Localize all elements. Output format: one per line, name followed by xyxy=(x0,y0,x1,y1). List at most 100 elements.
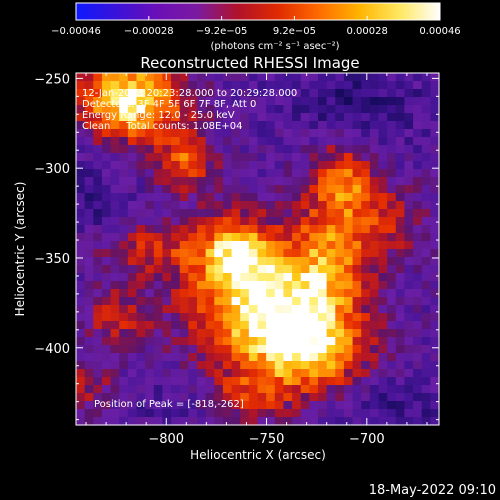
heatmap-cell xyxy=(188,241,198,250)
heatmap-cell xyxy=(404,241,414,250)
heatmap-cell xyxy=(352,73,362,82)
heatmap-cell xyxy=(171,193,181,202)
heatmap-cell xyxy=(378,233,388,242)
heatmap-cell xyxy=(153,153,164,162)
heatmap-cell xyxy=(171,105,181,114)
heatmap-cell xyxy=(248,417,259,426)
heatmap-cell xyxy=(101,305,112,314)
heatmap-cell xyxy=(309,225,319,234)
heatmap-cell xyxy=(361,401,371,410)
heatmap-cell xyxy=(395,169,406,178)
heatmap-cell xyxy=(387,169,397,178)
heatmap-cell xyxy=(335,385,345,394)
heatmap-cell xyxy=(387,393,397,402)
heatmap-cell xyxy=(145,217,155,226)
heatmap-cell xyxy=(240,289,250,298)
heatmap-cell xyxy=(231,329,241,338)
heatmap-cell xyxy=(145,89,155,98)
heatmap-cell xyxy=(335,377,345,386)
heatmap-cell xyxy=(421,129,431,138)
heatmap-cell xyxy=(248,129,259,138)
heatmap-cell xyxy=(171,249,181,258)
heatmap-cell xyxy=(378,81,388,90)
heatmap-cell xyxy=(430,329,440,338)
heatmap-cell xyxy=(309,217,319,226)
heatmap-cell xyxy=(136,417,146,426)
heatmap-cell xyxy=(188,361,198,370)
heatmap-cell xyxy=(127,313,138,322)
heatmap-cell xyxy=(153,169,164,178)
heatmap-cell xyxy=(93,145,103,154)
heatmap-cell xyxy=(197,305,207,314)
heatmap-cell xyxy=(309,281,319,290)
heatmap-cell xyxy=(76,129,86,138)
heatmap-cell xyxy=(76,417,86,426)
heatmap-cell xyxy=(188,289,198,298)
heatmap-cell xyxy=(404,281,414,290)
heatmap-cell xyxy=(283,161,293,170)
heatmap-cell xyxy=(84,377,94,386)
heatmap-cell xyxy=(283,257,293,266)
heatmap-cell xyxy=(413,361,423,370)
heatmap-cell xyxy=(214,97,224,106)
heatmap-cell xyxy=(335,265,345,274)
heatmap-cell xyxy=(93,401,103,410)
heatmap-cell xyxy=(214,113,224,122)
heatmap-cell xyxy=(369,89,380,98)
heatmap-cell xyxy=(274,161,285,170)
heatmap-cell xyxy=(179,137,189,146)
heatmap-cell xyxy=(404,161,414,170)
heatmap-cell xyxy=(76,329,86,338)
heatmap-cell xyxy=(162,169,172,178)
heatmap-cell xyxy=(343,161,354,170)
heatmap-cell xyxy=(430,305,440,314)
heatmap-cell xyxy=(326,377,336,386)
heatmap-cell xyxy=(110,313,120,322)
heatmap-cell xyxy=(266,337,276,346)
heatmap-cell xyxy=(127,105,138,114)
heatmap-cell xyxy=(171,329,181,338)
heatmap-cell xyxy=(205,369,215,378)
heatmap-cell xyxy=(214,89,224,98)
heatmap-cell xyxy=(145,265,155,274)
heatmap-cell xyxy=(214,313,224,322)
heatmap-cell xyxy=(145,361,155,370)
heatmap-cell xyxy=(292,161,302,170)
heatmap-cell xyxy=(395,289,406,298)
heatmap-cell xyxy=(205,353,215,362)
heatmap-cell xyxy=(361,321,371,330)
heatmap-cell xyxy=(395,281,406,290)
heatmap-cell xyxy=(222,281,233,290)
colorbar-bar xyxy=(75,2,441,21)
heatmap-cell xyxy=(93,265,103,274)
heatmap-cell xyxy=(214,377,224,386)
heatmap-cell xyxy=(93,161,103,170)
heatmap-cell xyxy=(248,97,259,106)
heatmap-cell xyxy=(222,393,233,402)
heatmap-cell xyxy=(326,145,336,154)
heatmap-cell xyxy=(93,73,103,82)
heatmap-cell xyxy=(248,81,259,90)
heatmap-cell xyxy=(430,153,440,162)
heatmap-cell xyxy=(395,225,406,234)
heatmap-cell xyxy=(101,185,112,194)
heatmap-cell xyxy=(101,97,112,106)
heatmap-cell xyxy=(352,217,362,226)
heatmap-cell xyxy=(231,265,241,274)
heatmap-cell xyxy=(318,281,328,290)
heatmap-cell xyxy=(413,401,423,410)
heatmap-cell xyxy=(145,305,155,314)
heatmap-cell xyxy=(197,393,207,402)
heatmap-cell xyxy=(292,337,302,346)
colorbar-tick-label: 9.2e−05 xyxy=(273,26,316,37)
heatmap-cell xyxy=(430,345,440,354)
colorbar-tick-label: 0.00046 xyxy=(419,26,460,37)
heatmap-cell xyxy=(205,249,215,258)
heatmap-cell xyxy=(231,385,241,394)
heatmap-cell xyxy=(300,249,310,258)
heatmap-cell xyxy=(343,105,354,114)
heatmap-cell xyxy=(127,193,138,202)
heatmap-cell xyxy=(395,185,406,194)
heatmap-cell xyxy=(188,393,198,402)
heatmap-cell xyxy=(93,337,103,346)
